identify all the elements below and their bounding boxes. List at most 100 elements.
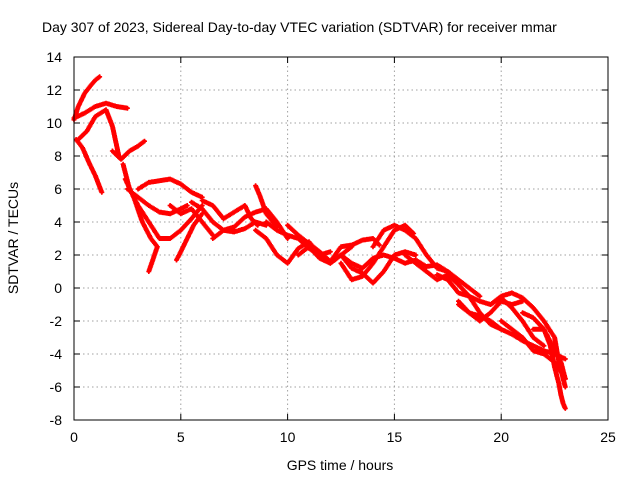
data-point <box>510 291 514 295</box>
data-point <box>104 101 108 105</box>
data-point <box>478 299 482 303</box>
data-point <box>403 228 407 232</box>
data-point <box>127 149 132 153</box>
data-point <box>377 243 382 247</box>
y-axis-ticks: -8 -6 -4 -2 0 2 4 6 8 10 12 14 <box>46 49 608 428</box>
data-marks <box>71 74 568 411</box>
data-point <box>174 258 179 262</box>
data-point <box>446 278 450 282</box>
data-point <box>275 253 279 257</box>
data-point <box>296 246 300 250</box>
data-point <box>467 311 471 315</box>
y-axis-label: SDTVAR / TECUs <box>5 182 21 294</box>
data-point <box>478 314 482 318</box>
series-trace-13 <box>199 198 261 228</box>
x-tick-label: 5 <box>177 429 185 445</box>
data-point <box>403 261 407 265</box>
series-trace-9 <box>135 176 205 200</box>
data-point <box>132 195 136 199</box>
y-tick-label: 6 <box>54 181 62 197</box>
x-tick-label: 10 <box>280 429 296 445</box>
data-point <box>76 104 80 109</box>
data-point <box>179 207 183 211</box>
series-trace-31 <box>530 326 568 382</box>
data-point <box>221 228 226 232</box>
data-point <box>157 179 162 183</box>
data-point <box>168 203 172 208</box>
data-point <box>403 250 407 254</box>
data-point <box>456 291 461 295</box>
data-point <box>520 311 525 315</box>
data-point <box>456 302 461 307</box>
data-point <box>424 253 429 257</box>
data-point <box>446 273 450 277</box>
data-point <box>98 75 102 79</box>
data-point <box>371 261 375 265</box>
data-point <box>83 91 87 95</box>
x-tick-label: 25 <box>600 429 616 445</box>
data-point <box>435 273 439 277</box>
data-point <box>328 261 332 265</box>
data-point <box>140 220 144 224</box>
data-point <box>350 278 354 282</box>
data-point <box>360 271 364 275</box>
data-point <box>211 220 215 224</box>
data-point <box>559 393 563 397</box>
data-point-markers <box>285 222 382 265</box>
series-trace-2 <box>73 137 105 195</box>
y-tick-label: 2 <box>54 247 62 263</box>
data-point <box>542 344 546 348</box>
data-point <box>157 236 162 241</box>
data-point-markers <box>73 137 105 195</box>
data-point <box>179 212 183 216</box>
data-point <box>104 108 108 112</box>
data-point <box>147 269 151 274</box>
data-point <box>189 200 194 204</box>
data-point <box>510 332 514 336</box>
data-point <box>89 83 93 87</box>
data-point <box>360 266 364 270</box>
y-tick-label: -2 <box>50 313 63 329</box>
data-point <box>414 261 418 265</box>
data-point <box>232 210 236 214</box>
data-point <box>403 223 407 227</box>
data-point <box>371 245 375 249</box>
series-trace-21 <box>338 249 419 286</box>
data-point <box>123 177 127 181</box>
series-trace-5 <box>109 138 147 162</box>
x-tick-label: 15 <box>387 429 403 445</box>
data-point <box>550 344 555 348</box>
data-point <box>392 228 396 232</box>
data-point <box>189 207 194 211</box>
data-point <box>520 319 525 323</box>
data-point <box>168 236 172 241</box>
data-point <box>147 203 151 208</box>
data-point <box>488 319 493 323</box>
y-tick-label: 14 <box>46 49 62 65</box>
data-point <box>499 319 503 323</box>
series-trace-3 <box>71 100 130 121</box>
data-point <box>499 327 503 331</box>
data-point <box>350 243 354 247</box>
data-point <box>110 149 115 153</box>
data-point <box>392 223 396 227</box>
data-point <box>189 217 194 221</box>
data-point <box>563 406 567 411</box>
data-point <box>136 187 140 191</box>
data-point <box>136 144 140 148</box>
data-point <box>531 335 535 340</box>
data-point <box>392 256 396 260</box>
data-point <box>121 162 125 166</box>
data-point <box>403 253 407 257</box>
data-point <box>232 225 236 229</box>
data-point <box>563 385 567 389</box>
data-point <box>87 161 91 165</box>
data-point <box>211 236 215 241</box>
series-trace-4 <box>75 107 122 159</box>
data-point <box>307 245 311 249</box>
data-point <box>264 236 268 241</box>
series-trace-22 <box>370 222 451 274</box>
x-tick-label: 0 <box>70 429 78 445</box>
data-point <box>149 236 153 241</box>
